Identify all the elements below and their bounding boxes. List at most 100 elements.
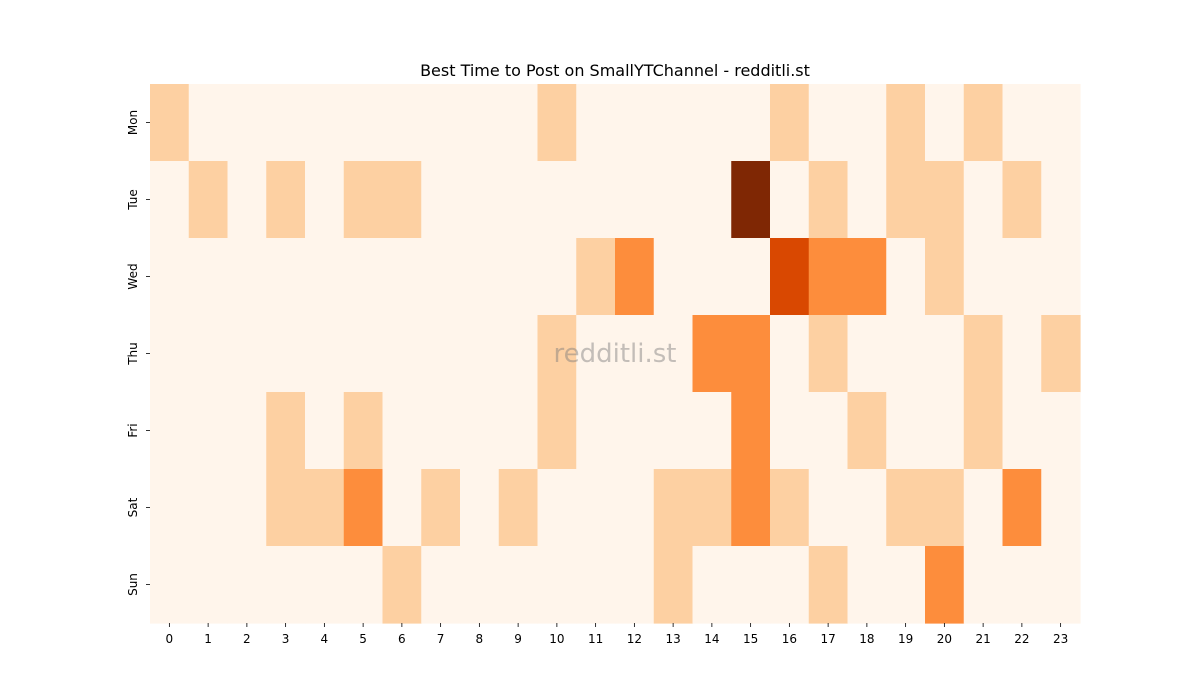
heatmap-cell-sat-5 <box>343 469 384 547</box>
x-tick-label: 17 <box>820 632 835 646</box>
heatmap-cell-sun-8 <box>460 546 500 624</box>
heatmap-cell-sat-9 <box>498 469 539 547</box>
heatmap-cell-mon-17 <box>808 84 849 162</box>
heatmap-cell-sun-9 <box>498 546 539 624</box>
chart-title: Best Time to Post on SmallYTChannel - re… <box>420 61 810 80</box>
heatmap-cell-wed-11 <box>576 238 616 316</box>
heatmap-cell-wed-19 <box>886 238 926 316</box>
x-tick-label: 10 <box>549 632 564 646</box>
x-tick-label: 22 <box>1014 632 1029 646</box>
heatmap-cell-fri-12 <box>615 392 655 470</box>
heatmap-cell-tue-2 <box>227 161 267 239</box>
y-tick-label: Thu <box>126 342 140 366</box>
x-tick-label: 6 <box>398 632 406 646</box>
heatmap-cell-mon-1 <box>188 84 229 162</box>
x-tick-label: 2 <box>243 632 251 646</box>
heatmap-cell-fri-6 <box>382 392 422 470</box>
y-tick-label: Mon <box>126 110 140 135</box>
y-axis: Mon Tue Wed Thu Fri Sat Sun <box>126 110 150 596</box>
x-tick-label: 18 <box>859 632 874 646</box>
heatmap-cell-thu-3 <box>266 315 306 393</box>
heatmap-cell-mon-12 <box>615 84 655 162</box>
heatmap-cell-fri-9 <box>498 392 539 470</box>
heatmap-cell-sun-13 <box>653 546 694 624</box>
heatmap-cell-fri-20 <box>925 392 965 470</box>
heatmap-cell-mon-14 <box>692 84 732 162</box>
heatmap-cell-fri-18 <box>847 392 887 470</box>
heatmap-cell-fri-23 <box>1041 392 1081 470</box>
heatmap-cell-thu-2 <box>227 315 267 393</box>
heatmap-cell-thu-8 <box>460 315 500 393</box>
x-tick-label: 9 <box>514 632 522 646</box>
heatmap-cell-mon-23 <box>1041 84 1081 162</box>
heatmap-cell-sat-4 <box>305 469 345 547</box>
heatmap-cell-fri-5 <box>343 392 384 470</box>
heatmap-cell-tue-15 <box>731 161 771 239</box>
heatmap-cell-sat-12 <box>615 469 655 547</box>
heatmap-cell-fri-3 <box>266 392 306 470</box>
heatmap-cell-wed-6 <box>382 238 422 316</box>
heatmap-cell-thu-7 <box>421 315 461 393</box>
heatmap-cell-wed-3 <box>266 238 306 316</box>
heatmap-cell-fri-13 <box>653 392 694 470</box>
heatmap-cell-thu-5 <box>343 315 384 393</box>
heatmap-cell-wed-7 <box>421 238 461 316</box>
heatmap-cell-sat-8 <box>460 469 500 547</box>
heatmap-cell-sun-19 <box>886 546 926 624</box>
heatmap-cell-fri-19 <box>886 392 926 470</box>
heatmap-cell-thu-11 <box>576 315 616 393</box>
heatmap-cell-tue-12 <box>615 161 655 239</box>
heatmap-cell-mon-5 <box>343 84 384 162</box>
heatmap-cell-sat-7 <box>421 469 461 547</box>
x-tick-label: 7 <box>437 632 445 646</box>
heatmap-cell-tue-7 <box>421 161 461 239</box>
y-tick-label: Tue <box>126 189 140 211</box>
x-tick-label: 15 <box>743 632 758 646</box>
heatmap-cell-tue-19 <box>886 161 926 239</box>
x-tick-label: 13 <box>665 632 680 646</box>
heatmap-cell-sun-16 <box>770 546 810 624</box>
heatmap-cell-sun-2 <box>227 546 267 624</box>
heatmap-cell-sun-10 <box>537 546 577 624</box>
heatmap-cell-sun-15 <box>731 546 771 624</box>
heatmap-cell-tue-10 <box>537 161 577 239</box>
heatmap-cell-tue-5 <box>343 161 384 239</box>
heatmap-cell-sat-15 <box>731 469 771 547</box>
heatmap-cell-tue-16 <box>770 161 810 239</box>
heatmap-cell-sat-21 <box>963 469 1004 547</box>
heatmap-cell-tue-8 <box>460 161 500 239</box>
heatmap-cell-sun-20 <box>925 546 965 624</box>
heatmap-cell-mon-19 <box>886 84 926 162</box>
heatmap-cell-wed-13 <box>653 238 694 316</box>
heatmap-cell-sun-3 <box>266 546 306 624</box>
heatmap-cell-fri-10 <box>537 392 577 470</box>
heatmap-cell-thu-9 <box>498 315 539 393</box>
heatmap-cell-fri-4 <box>305 392 345 470</box>
heatmap-cell-mon-4 <box>305 84 345 162</box>
heatmap-cell-tue-17 <box>808 161 849 239</box>
heatmap-cell-sun-18 <box>847 546 887 624</box>
heatmap-cell-sat-1 <box>188 469 229 547</box>
heatmap-cell-wed-23 <box>1041 238 1081 316</box>
watermark-text: redditli.st <box>554 339 677 369</box>
heatmap-cell-sat-22 <box>1002 469 1042 547</box>
heatmap-cell-mon-7 <box>421 84 461 162</box>
heatmap-cell-sat-3 <box>266 469 306 547</box>
heatmap-cell-wed-22 <box>1002 238 1042 316</box>
x-tick-label: 12 <box>627 632 642 646</box>
heatmap-cell-mon-21 <box>963 84 1004 162</box>
heatmap-cell-sun-0 <box>150 546 190 624</box>
heatmap-cell-sat-6 <box>382 469 422 547</box>
heatmap-cell-thu-17 <box>808 315 849 393</box>
heatmap-cell-thu-14 <box>692 315 732 393</box>
heatmap-cell-mon-10 <box>537 84 577 162</box>
y-tick-label: Sun <box>126 573 140 596</box>
heatmap-cell-wed-5 <box>343 238 384 316</box>
heatmap-cell-fri-15 <box>731 392 771 470</box>
heatmap-cell-sat-20 <box>925 469 965 547</box>
heatmap-cell-thu-23 <box>1041 315 1081 393</box>
heatmap-cell-sat-16 <box>770 469 810 547</box>
x-tick-label: 19 <box>898 632 913 646</box>
heatmap-cell-sat-14 <box>692 469 732 547</box>
heatmap-cell-sun-4 <box>305 546 345 624</box>
